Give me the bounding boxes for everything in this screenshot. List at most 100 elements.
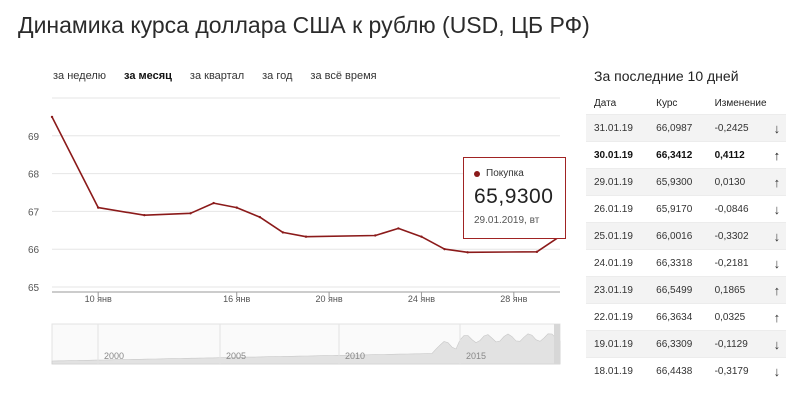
y-tick-label: 69 [28, 132, 40, 143]
arrow-up-icon: ↑ [765, 303, 786, 331]
row-rate: 66,0016 [648, 222, 707, 250]
period-month[interactable]: за месяц [124, 70, 172, 82]
arrow-down-icon: ↓ [765, 249, 786, 277]
table-header-row: Дата Курс Изменение [586, 92, 786, 115]
table-row: 22.01.19 66,3634 0,0325 ↑ [586, 303, 786, 331]
tooltip-label: Покупка [474, 168, 555, 179]
table-row: 23.01.19 66,5499 0,1865 ↑ [586, 276, 786, 304]
row-change: -0,2425 [706, 114, 766, 142]
table-row: 19.01.19 66,3309 -0,1129 ↓ [586, 330, 786, 358]
arrow-up-icon: ↑ [765, 168, 786, 196]
data-point [535, 250, 539, 254]
row-date: 22.01.19 [586, 303, 649, 331]
row-date: 19.01.19 [586, 330, 649, 358]
row-rate: 66,4438 [648, 357, 707, 384]
table-row: 25.01.19 66,0016 -0,3302 ↓ [586, 222, 786, 250]
header-date: Дата [594, 97, 617, 109]
table-row: 31.01.19 66,0987 -0,2425 ↓ [586, 114, 786, 142]
navigator-handle [554, 324, 560, 364]
y-tick-label: 66 [28, 245, 40, 256]
row-date: 30.01.19 [586, 141, 649, 169]
row-date: 18.01.19 [586, 357, 649, 384]
data-point [420, 235, 423, 238]
rate-chart[interactable]: 65 66 67 68 69 10 янв 16 янв 20 янв 24 янв 28 янв… [0, 0, 580, 401]
tooltip-date: 29.01.2019, вт [474, 215, 540, 226]
data-point [397, 227, 400, 230]
data-point [374, 234, 377, 237]
period-selector: за неделю за месяц за квартал за год за … [53, 70, 395, 82]
table-row: 30.01.19 66,3412 0,4112 ↑ [586, 141, 786, 169]
navigator-year-label: 2015 [466, 351, 486, 361]
page-title: Динамика курса доллара США к рублю (USD,… [18, 12, 590, 38]
y-tick-label: 65 [28, 283, 40, 294]
navigator-year-label: 2000 [104, 351, 124, 361]
navigator-area [51, 333, 561, 365]
navigator-year-label: 2005 [226, 351, 246, 361]
y-tick-label: 68 [28, 170, 40, 181]
row-date: 25.01.19 [586, 222, 649, 250]
tooltip-label-text: Покупка [486, 168, 524, 179]
period-quarter[interactable]: за квартал [189, 70, 245, 82]
row-date: 24.01.19 [586, 249, 649, 277]
table-row: 26.01.19 65,9170 -0,0846 ↓ [586, 195, 786, 223]
arrow-down-icon: ↓ [765, 357, 786, 384]
row-date: 31.01.19 [586, 114, 649, 142]
row-rate: 66,0987 [648, 114, 707, 142]
row-change: 0,4112 [706, 141, 766, 169]
row-rate: 65,9170 [648, 195, 707, 223]
data-point [304, 235, 308, 238]
x-tick-label: 20 янв [316, 294, 343, 304]
data-point [212, 201, 215, 205]
arrow-down-icon: ↓ [765, 195, 786, 223]
series-line [51, 116, 561, 254]
row-rate: 66,5499 [648, 276, 707, 304]
data-point [235, 206, 238, 209]
row-change: 0,1865 [706, 276, 766, 304]
data-point [96, 206, 100, 209]
row-change: -0,2181 [706, 249, 766, 277]
data-point [258, 215, 262, 219]
table-row: 29.01.19 65,9300 0,0130 ↑ [586, 168, 786, 196]
data-point [143, 213, 146, 217]
x-tick-label: 10 янв [85, 294, 112, 304]
series-dot-icon [474, 170, 480, 177]
row-change: -0,0846 [706, 195, 766, 223]
row-rate: 66,3634 [648, 303, 707, 331]
row-rate: 66,3412 [648, 141, 707, 169]
row-rate: 65,9300 [648, 168, 707, 196]
arrow-down-icon: ↓ [765, 114, 786, 142]
data-point [50, 115, 54, 119]
row-change: -0,3302 [706, 222, 766, 250]
table-row: 24.01.19 66,3318 -0,2181 ↓ [586, 249, 786, 277]
arrow-up-icon: ↑ [765, 276, 786, 304]
row-change: -0,1129 [706, 330, 766, 358]
table-row: 18.01.19 66,4438 -0,3179 ↓ [586, 357, 786, 384]
row-change: 0,0130 [706, 168, 766, 196]
data-point [189, 212, 192, 215]
x-tick-label: 16 янв [223, 294, 250, 304]
table-title: За последние 10 дней [594, 68, 739, 84]
x-tick-label: 24 янв [408, 294, 435, 304]
row-change: -0,3179 [706, 357, 766, 384]
period-week[interactable]: за неделю [53, 70, 107, 82]
y-tick-label: 67 [28, 207, 40, 218]
header-rate: Курс [656, 97, 678, 109]
arrow-down-icon: ↓ [765, 330, 786, 358]
row-date: 23.01.19 [586, 276, 649, 304]
period-year[interactable]: за год [262, 70, 293, 82]
row-date: 26.01.19 [586, 195, 649, 223]
data-point [466, 251, 469, 254]
arrow-down-icon: ↓ [765, 222, 786, 250]
row-rate: 66,3309 [648, 330, 707, 358]
chart-tooltip: Покупка 65,9300 29.01.2019, вт [463, 157, 566, 239]
tooltip-value: 65,9300 [474, 185, 554, 208]
rates-table: Дата Курс Изменение 31.01.19 66,0987 -0,24… [586, 92, 786, 384]
navigator-year-label: 2010 [345, 351, 365, 361]
data-point [443, 247, 446, 251]
period-all-time[interactable]: за всё время [310, 70, 377, 82]
row-change: 0,0325 [706, 303, 766, 331]
arrow-up-icon: ↑ [765, 141, 786, 169]
row-rate: 66,3318 [648, 249, 707, 277]
data-point [281, 231, 285, 234]
header-change: Изменение [714, 97, 767, 109]
